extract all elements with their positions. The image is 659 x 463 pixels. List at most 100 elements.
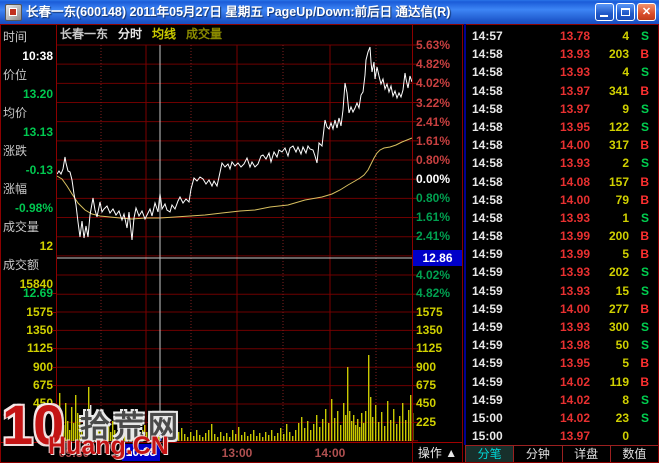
tick-cell: 0 [622, 429, 629, 444]
info-value-row: 15840 [19, 277, 53, 291]
tick-cell: 14:59 [472, 392, 503, 407]
tick-cell: 4 [622, 29, 629, 43]
volume-bar [337, 411, 339, 441]
volume-bar [359, 427, 361, 441]
tick-list[interactable]: 14:57 13.78 4 S 14:58 13.93 203 B 14:58 13.93 4 S 14… [466, 27, 659, 445]
tick-row: 14:59 14.02 8 S [466, 391, 659, 409]
tick-cell: 13.93 [559, 210, 590, 225]
volume-bar [128, 423, 130, 441]
volume-bar [289, 432, 291, 441]
right-scale-label: 0.80% [416, 153, 451, 167]
tick-cell: 14:59 [472, 283, 503, 298]
tab-详盘[interactable]: 详盘 [561, 445, 610, 463]
volume-bar [345, 415, 347, 441]
volume-bar [301, 417, 303, 441]
volume-bar [85, 423, 87, 441]
window-title: 长春一东(600148) 2011年05月27日 星期五 PageUp/Down… [26, 5, 451, 19]
volume-bar [259, 433, 261, 441]
volume-bar [75, 395, 77, 441]
tick-cell: 14:59 [472, 265, 503, 280]
tick-cell: 119 [609, 374, 629, 389]
tick-cell: 14.08 [559, 174, 590, 189]
info-value-row: -0.98% [14, 201, 53, 215]
chart-header: 长春一东 分时 均线 成交量 [60, 26, 232, 42]
left-scale-label: 1125 [26, 341, 53, 355]
tick-cell: 14:58 [472, 210, 503, 225]
volume-bar [79, 417, 81, 441]
volume-bar [390, 420, 392, 441]
chart-header-item: 成交量 [186, 27, 223, 41]
volume-bar [96, 418, 98, 441]
tab-分笔[interactable]: 分笔 [465, 445, 514, 463]
maximize-button[interactable] [616, 3, 635, 21]
scale-tick [52, 367, 57, 368]
tick-cell: S [640, 265, 649, 280]
tick-cell: 14:58 [472, 101, 503, 116]
tick-row: 14:58 13.97 9 S [466, 100, 659, 118]
tick-cell: 23 [615, 410, 629, 425]
close-button[interactable]: ✕ [637, 3, 656, 21]
tick-cell: 14:58 [472, 138, 503, 153]
tick-cell: 14:58 [472, 192, 503, 207]
tick-cell: B [640, 356, 649, 371]
tick-cell: 50 [615, 338, 629, 353]
volume-bar [69, 430, 71, 441]
tab-数值[interactable]: 数值 [609, 445, 659, 463]
intraday-chart[interactable] [0, 24, 463, 444]
volume-bar [118, 425, 120, 441]
operate-button[interactable]: 操作 ▲ [417, 446, 458, 460]
info-label-row: 价位 [3, 68, 28, 82]
tick-cell: B [640, 374, 649, 389]
tick-cell: B [640, 174, 649, 189]
tick-cell: 14.00 [559, 192, 590, 207]
tick-cell: 13.93 [559, 320, 590, 334]
left-scale-label: 450 [32, 396, 53, 410]
volume-bar [274, 436, 276, 441]
volume-bar [357, 419, 359, 441]
titlebar[interactable]: 长春一东(600148) 2011年05月27日 星期五 PageUp/Down… [0, 0, 659, 24]
tick-cell: B [640, 301, 649, 316]
right-scale-label: 1350 [416, 323, 443, 337]
tick-cell: 8 [622, 392, 629, 407]
volume-bar [214, 434, 216, 441]
tick-cell: B [640, 229, 649, 244]
divider [462, 24, 463, 462]
tick-cell: 13.95 [559, 119, 590, 134]
tick-cell: 14:58 [472, 83, 503, 98]
tick-cell: 14.02 [559, 374, 590, 389]
scale-tick [52, 293, 57, 294]
right-scale-label: 1.61% [416, 134, 451, 148]
volume-bar [310, 430, 312, 441]
tick-cell: 4 [622, 65, 629, 80]
tick-row: 14:58 13.93 203 B [466, 45, 659, 63]
tick-cell [629, 427, 649, 445]
tick-cell: 200 [608, 229, 629, 244]
volume-bar [235, 434, 237, 441]
tick-cell: 13.93 [559, 156, 590, 171]
volume-bar [347, 367, 349, 441]
minimize-button[interactable] [595, 3, 614, 21]
volume-bar [122, 417, 124, 441]
info-panel: 时间 10:38 价位 13.20 均价 13.13 涨跌 -0.13 涨幅 -0.98% 成交量 1… [0, 24, 57, 443]
tick-row: 14:59 13.93 202 S [466, 263, 659, 281]
tab-分钟[interactable]: 分钟 [513, 445, 562, 463]
volume-bar [110, 432, 112, 441]
volume-bar [232, 430, 234, 441]
volume-bar [241, 435, 243, 441]
volume-bar [402, 403, 404, 441]
volume-bar [148, 436, 150, 441]
tick-cell: 14:59 [472, 338, 503, 353]
volume-bar [316, 415, 318, 441]
tick-cell: S [640, 29, 649, 43]
app-icon [5, 4, 22, 21]
volume-bar [154, 435, 156, 441]
tick-cell: 14.02 [559, 410, 590, 425]
volume-bar [349, 411, 351, 441]
volume-bar [90, 405, 92, 441]
right-scale-label: 2.41% [416, 115, 451, 129]
cursor-time-label: 10:38 [122, 444, 160, 461]
volume-bar [283, 434, 285, 441]
tick-cell: 13.97 [559, 101, 590, 116]
volume-bar [247, 436, 249, 441]
